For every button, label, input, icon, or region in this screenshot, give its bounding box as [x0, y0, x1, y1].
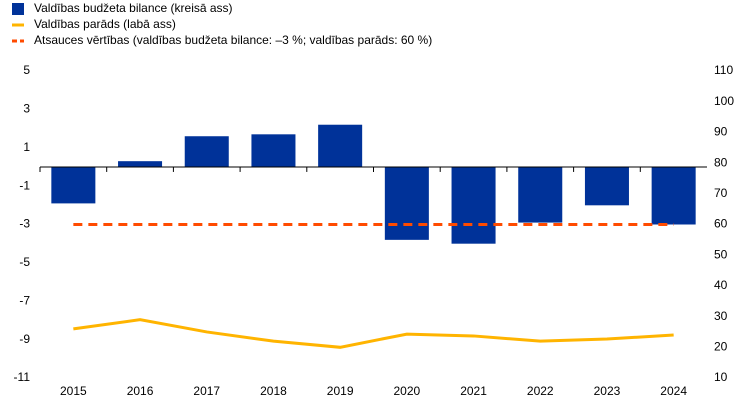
x-tick-label: 2015 — [60, 384, 87, 398]
legend-label: Valdības budžeta bilance (kreisā ass) — [34, 1, 233, 15]
y-tick-label: 1 — [23, 140, 30, 154]
bar — [184, 136, 229, 167]
x-tick-label: 2022 — [527, 384, 554, 398]
x-tick-label: 2024 — [660, 384, 687, 398]
bar — [51, 166, 96, 204]
y2-tick-label: 40 — [714, 278, 728, 292]
y2-tick-label: 100 — [714, 94, 734, 108]
y-tick-label: -1 — [19, 178, 30, 192]
x-tick-label: 2021 — [460, 384, 487, 398]
y-tick-label: 3 — [23, 102, 30, 116]
y-tick-label: -11 — [14, 370, 31, 384]
y-tick-label: -5 — [19, 255, 30, 269]
y2-tick-label: 20 — [714, 339, 728, 353]
y2-tick-label: 30 — [714, 309, 728, 323]
bar — [518, 166, 563, 223]
y2-tick-label: 90 — [714, 125, 728, 139]
bar — [318, 124, 363, 167]
y-tick-label: -7 — [19, 293, 30, 307]
y2-tick-label: 110 — [714, 63, 733, 77]
bar — [251, 134, 296, 167]
y-tick-label: -3 — [19, 217, 30, 231]
bar — [118, 161, 163, 167]
bar — [451, 166, 496, 244]
y2-tick-label: 70 — [714, 186, 728, 200]
x-tick-label: 2017 — [193, 384, 220, 398]
x-tick-label: 2020 — [393, 384, 420, 398]
x-tick-label: 2016 — [127, 384, 154, 398]
x-tick-label: 2018 — [260, 384, 287, 398]
y2-tick-label: 80 — [714, 155, 728, 169]
legend-swatch — [12, 3, 24, 15]
y2-tick-label: 60 — [714, 217, 728, 231]
bar — [384, 166, 429, 240]
bar — [584, 166, 629, 206]
y-tick-label: -9 — [19, 332, 30, 346]
y-tick-label: 5 — [23, 63, 30, 77]
x-tick-label: 2023 — [594, 384, 621, 398]
bar — [651, 166, 696, 225]
x-tick-label: 2019 — [327, 384, 354, 398]
debt-line — [73, 318, 674, 349]
legend-label: Valdības parāds (labā ass) — [34, 17, 176, 31]
y2-tick-label: 50 — [714, 247, 728, 261]
y2-tick-label: 10 — [714, 370, 728, 384]
legend-label: Atsauces vērtības (valdības budžeta bila… — [34, 33, 432, 47]
